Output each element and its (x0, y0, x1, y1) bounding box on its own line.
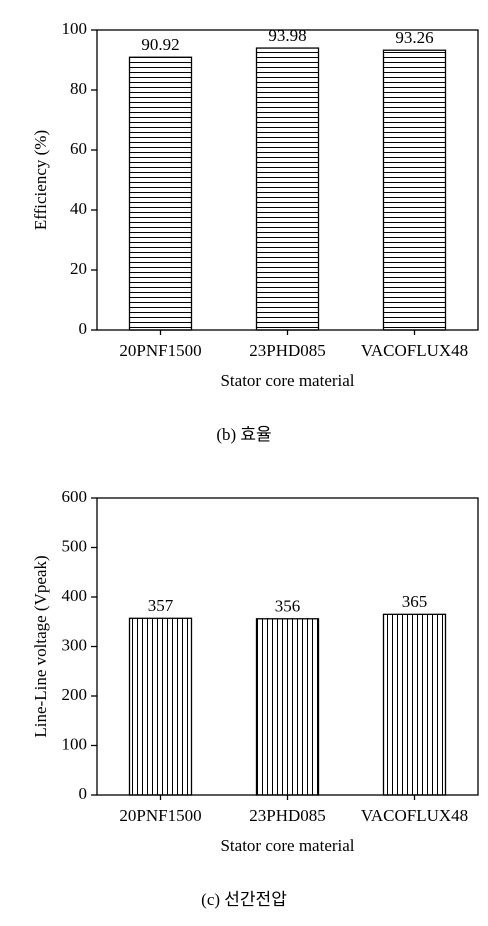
value-label: 93.98 (268, 26, 306, 45)
caption: (c) 선간전압 (201, 890, 287, 909)
bar (128, 56, 193, 331)
bar (128, 617, 193, 796)
value-label: 90.92 (141, 35, 179, 54)
y-tick-label: 600 (62, 487, 88, 506)
y-tick-label: 20 (70, 259, 87, 278)
y-tick-label: 0 (79, 784, 88, 803)
plot-frame (96, 497, 479, 796)
value-label: 365 (402, 592, 428, 611)
x-axis-label: Stator core material (220, 836, 354, 855)
y-tick-label: 40 (70, 199, 87, 218)
x-tick-label: VACOFLUX48 (361, 341, 468, 360)
x-tick-label: 20PNF1500 (119, 341, 201, 360)
bar (255, 618, 320, 796)
y-tick-label: 400 (62, 586, 88, 605)
y-tick-label: 200 (62, 685, 88, 704)
y-axis-label: Efficiency (%) (31, 130, 50, 230)
value-label: 93.26 (395, 28, 433, 47)
y-tick-label: 60 (70, 139, 87, 158)
y-tick-label: 500 (62, 536, 88, 555)
y-tick-label: 300 (62, 635, 88, 654)
x-tick-label: 23PHD085 (249, 341, 326, 360)
bar (255, 47, 320, 331)
value-label: 357 (148, 596, 174, 615)
y-axis-label: Line-Line voltage (Vpeak) (31, 555, 50, 737)
x-tick-label: 23PHD085 (249, 806, 326, 825)
y-tick-label: 100 (62, 19, 88, 38)
x-tick-label: 20PNF1500 (119, 806, 201, 825)
y-tick-label: 0 (79, 319, 88, 338)
plot-frame (96, 29, 479, 331)
value-label: 356 (275, 597, 301, 616)
x-tick-label: VACOFLUX48 (361, 806, 468, 825)
x-axis-label: Stator core material (220, 371, 354, 390)
bar (382, 49, 447, 331)
caption: (b) 효율 (216, 425, 271, 444)
y-tick-label: 100 (62, 734, 88, 753)
bar (382, 613, 447, 796)
y-tick-label: 80 (70, 79, 87, 98)
